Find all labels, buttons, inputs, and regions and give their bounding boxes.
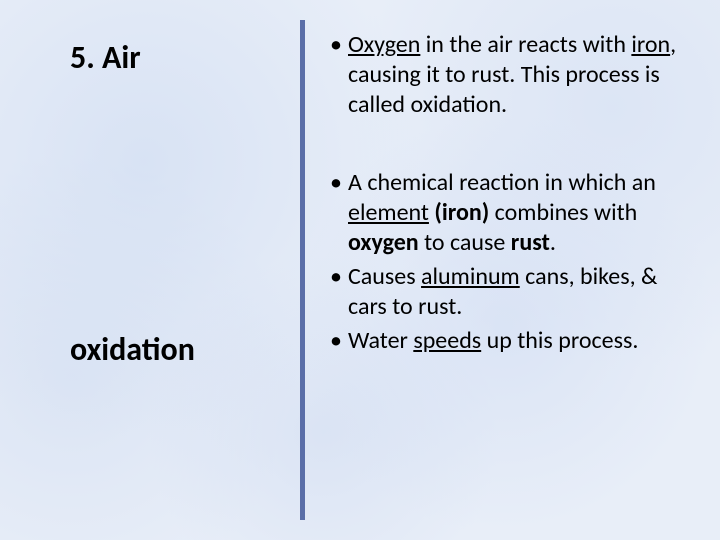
text-run: Water [348,326,413,355]
left-column: 5. Air oxidation [0,0,300,540]
bullet-item: •A chemical reaction in which an element… [328,168,690,258]
text-run: element [348,198,429,227]
text-run: (iron) [434,198,489,227]
bullet-item: •Causes aluminum cans, bikes, & cars to … [328,262,690,322]
heading-air: 5. Air [70,38,141,77]
bullet-item: •Oxygen in the air reacts with iron, cau… [328,30,690,120]
slide: 5. Air oxidation •Oxygen in the air reac… [0,0,720,540]
text-run: up this process. [481,326,638,355]
bullet-dot: • [328,30,348,60]
bullet-text: Oxygen in the air reacts with iron, caus… [348,30,690,120]
bullet-block-1: •Oxygen in the air reacts with iron, cau… [328,30,690,124]
text-run: in the air reacts with [420,30,631,59]
vertical-divider [300,20,305,520]
text-run: A chemical reaction in which an [348,168,656,197]
bullet-text: Causes aluminum cans, bikes, & cars to r… [348,262,690,322]
text-run: Causes [348,262,421,291]
text-run: to cause [419,228,511,257]
bullet-dot: • [328,326,348,356]
text-run: speeds [413,326,481,355]
text-run: rust [511,228,550,257]
text-run: . [550,228,556,257]
bullet-text: A chemical reaction in which an element … [348,168,690,258]
text-run: Oxygen [348,30,420,59]
bullet-text: Water speeds up this process. [348,326,690,356]
heading-oxidation: oxidation [70,330,195,369]
bullet-block-2: •A chemical reaction in which an element… [328,168,690,360]
right-column: •Oxygen in the air reacts with iron, cau… [300,0,720,540]
text-run: oxygen [348,228,419,257]
text-run: aluminum [421,262,520,291]
text-run: iron [631,30,670,59]
text-run: combines with [489,198,637,227]
bullet-item: •Water speeds up this process. [328,326,690,356]
bullet-dot: • [328,262,348,292]
bullet-dot: • [328,168,348,198]
